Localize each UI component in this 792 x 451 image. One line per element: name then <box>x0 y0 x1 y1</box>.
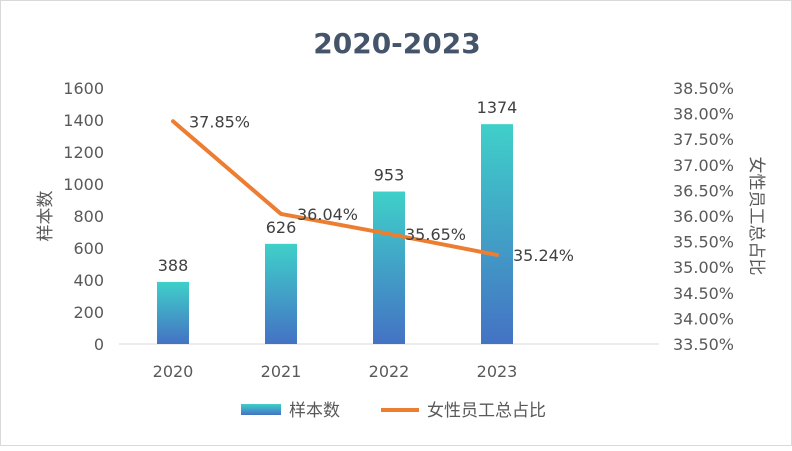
left-tick-label: 600 <box>73 239 104 258</box>
left-tick-label: 400 <box>73 271 104 290</box>
left-tick-label: 0 <box>94 335 104 354</box>
bar <box>157 281 189 344</box>
bar <box>373 191 405 344</box>
legend-bar-swatch <box>241 404 281 415</box>
line-data-label: 36.04% <box>297 205 358 224</box>
left-tick-label: 1400 <box>63 111 104 130</box>
left-tick-label: 1000 <box>63 175 104 194</box>
line-data-label: 35.65% <box>405 225 466 244</box>
chart-title: 2020-2023 <box>313 27 480 60</box>
x-axis-tick-labels: 2020 2021 2022 2023 <box>153 362 518 381</box>
line-data-label: 35.24% <box>513 246 574 265</box>
left-tick-label: 1200 <box>63 143 104 162</box>
x-tick-label: 2022 <box>369 362 410 381</box>
right-tick-label: 37.00% <box>673 156 734 175</box>
bar-series <box>157 124 513 344</box>
right-tick-label: 38.00% <box>673 105 734 124</box>
x-tick-label: 2020 <box>153 362 194 381</box>
right-tick-label: 36.50% <box>673 181 734 200</box>
right-tick-label: 38.50% <box>673 79 734 98</box>
left-tick-label: 200 <box>73 303 104 322</box>
right-tick-label: 33.50% <box>673 335 734 354</box>
x-tick-label: 2021 <box>261 362 302 381</box>
legend-line-label: 女性员工总占比 <box>427 401 546 421</box>
bar-data-label: 626 <box>266 218 297 237</box>
bar-data-label: 388 <box>158 256 189 275</box>
left-axis-ticks: 0 200 400 600 800 1000 1200 1400 1600 <box>63 79 104 354</box>
bar-data-label: 953 <box>374 166 405 185</box>
right-tick-label: 37.50% <box>673 130 734 149</box>
y-axis-left-label: 样本数 <box>36 191 56 242</box>
right-tick-label: 35.00% <box>673 258 734 277</box>
line-data-labels: 37.85% 36.04% 35.65% 35.24% <box>189 112 574 265</box>
y-axis-right-label: 女性员工总占比 <box>746 157 766 276</box>
x-tick-label: 2023 <box>477 362 518 381</box>
legend-bar-label: 样本数 <box>289 401 340 421</box>
line-series <box>171 119 499 257</box>
bar-data-labels: 388 626 953 1374 <box>158 98 518 275</box>
bar <box>265 243 297 344</box>
right-tick-label: 34.50% <box>673 284 734 303</box>
legend: 样本数 女性员工总占比 <box>241 401 546 421</box>
bar-data-label: 1374 <box>477 98 518 117</box>
right-axis-ticks: 33.50% 34.00% 34.50% 35.00% 35.50% 36.00% 36.5… <box>673 79 734 354</box>
right-tick-label: 34.00% <box>673 309 734 328</box>
right-tick-label: 36.00% <box>673 207 734 226</box>
bar <box>481 124 513 344</box>
right-tick-label: 35.50% <box>673 233 734 252</box>
line-path <box>171 119 499 257</box>
line-data-label: 37.85% <box>189 112 250 131</box>
left-tick-label: 1600 <box>63 79 104 98</box>
left-tick-label: 800 <box>73 207 104 226</box>
